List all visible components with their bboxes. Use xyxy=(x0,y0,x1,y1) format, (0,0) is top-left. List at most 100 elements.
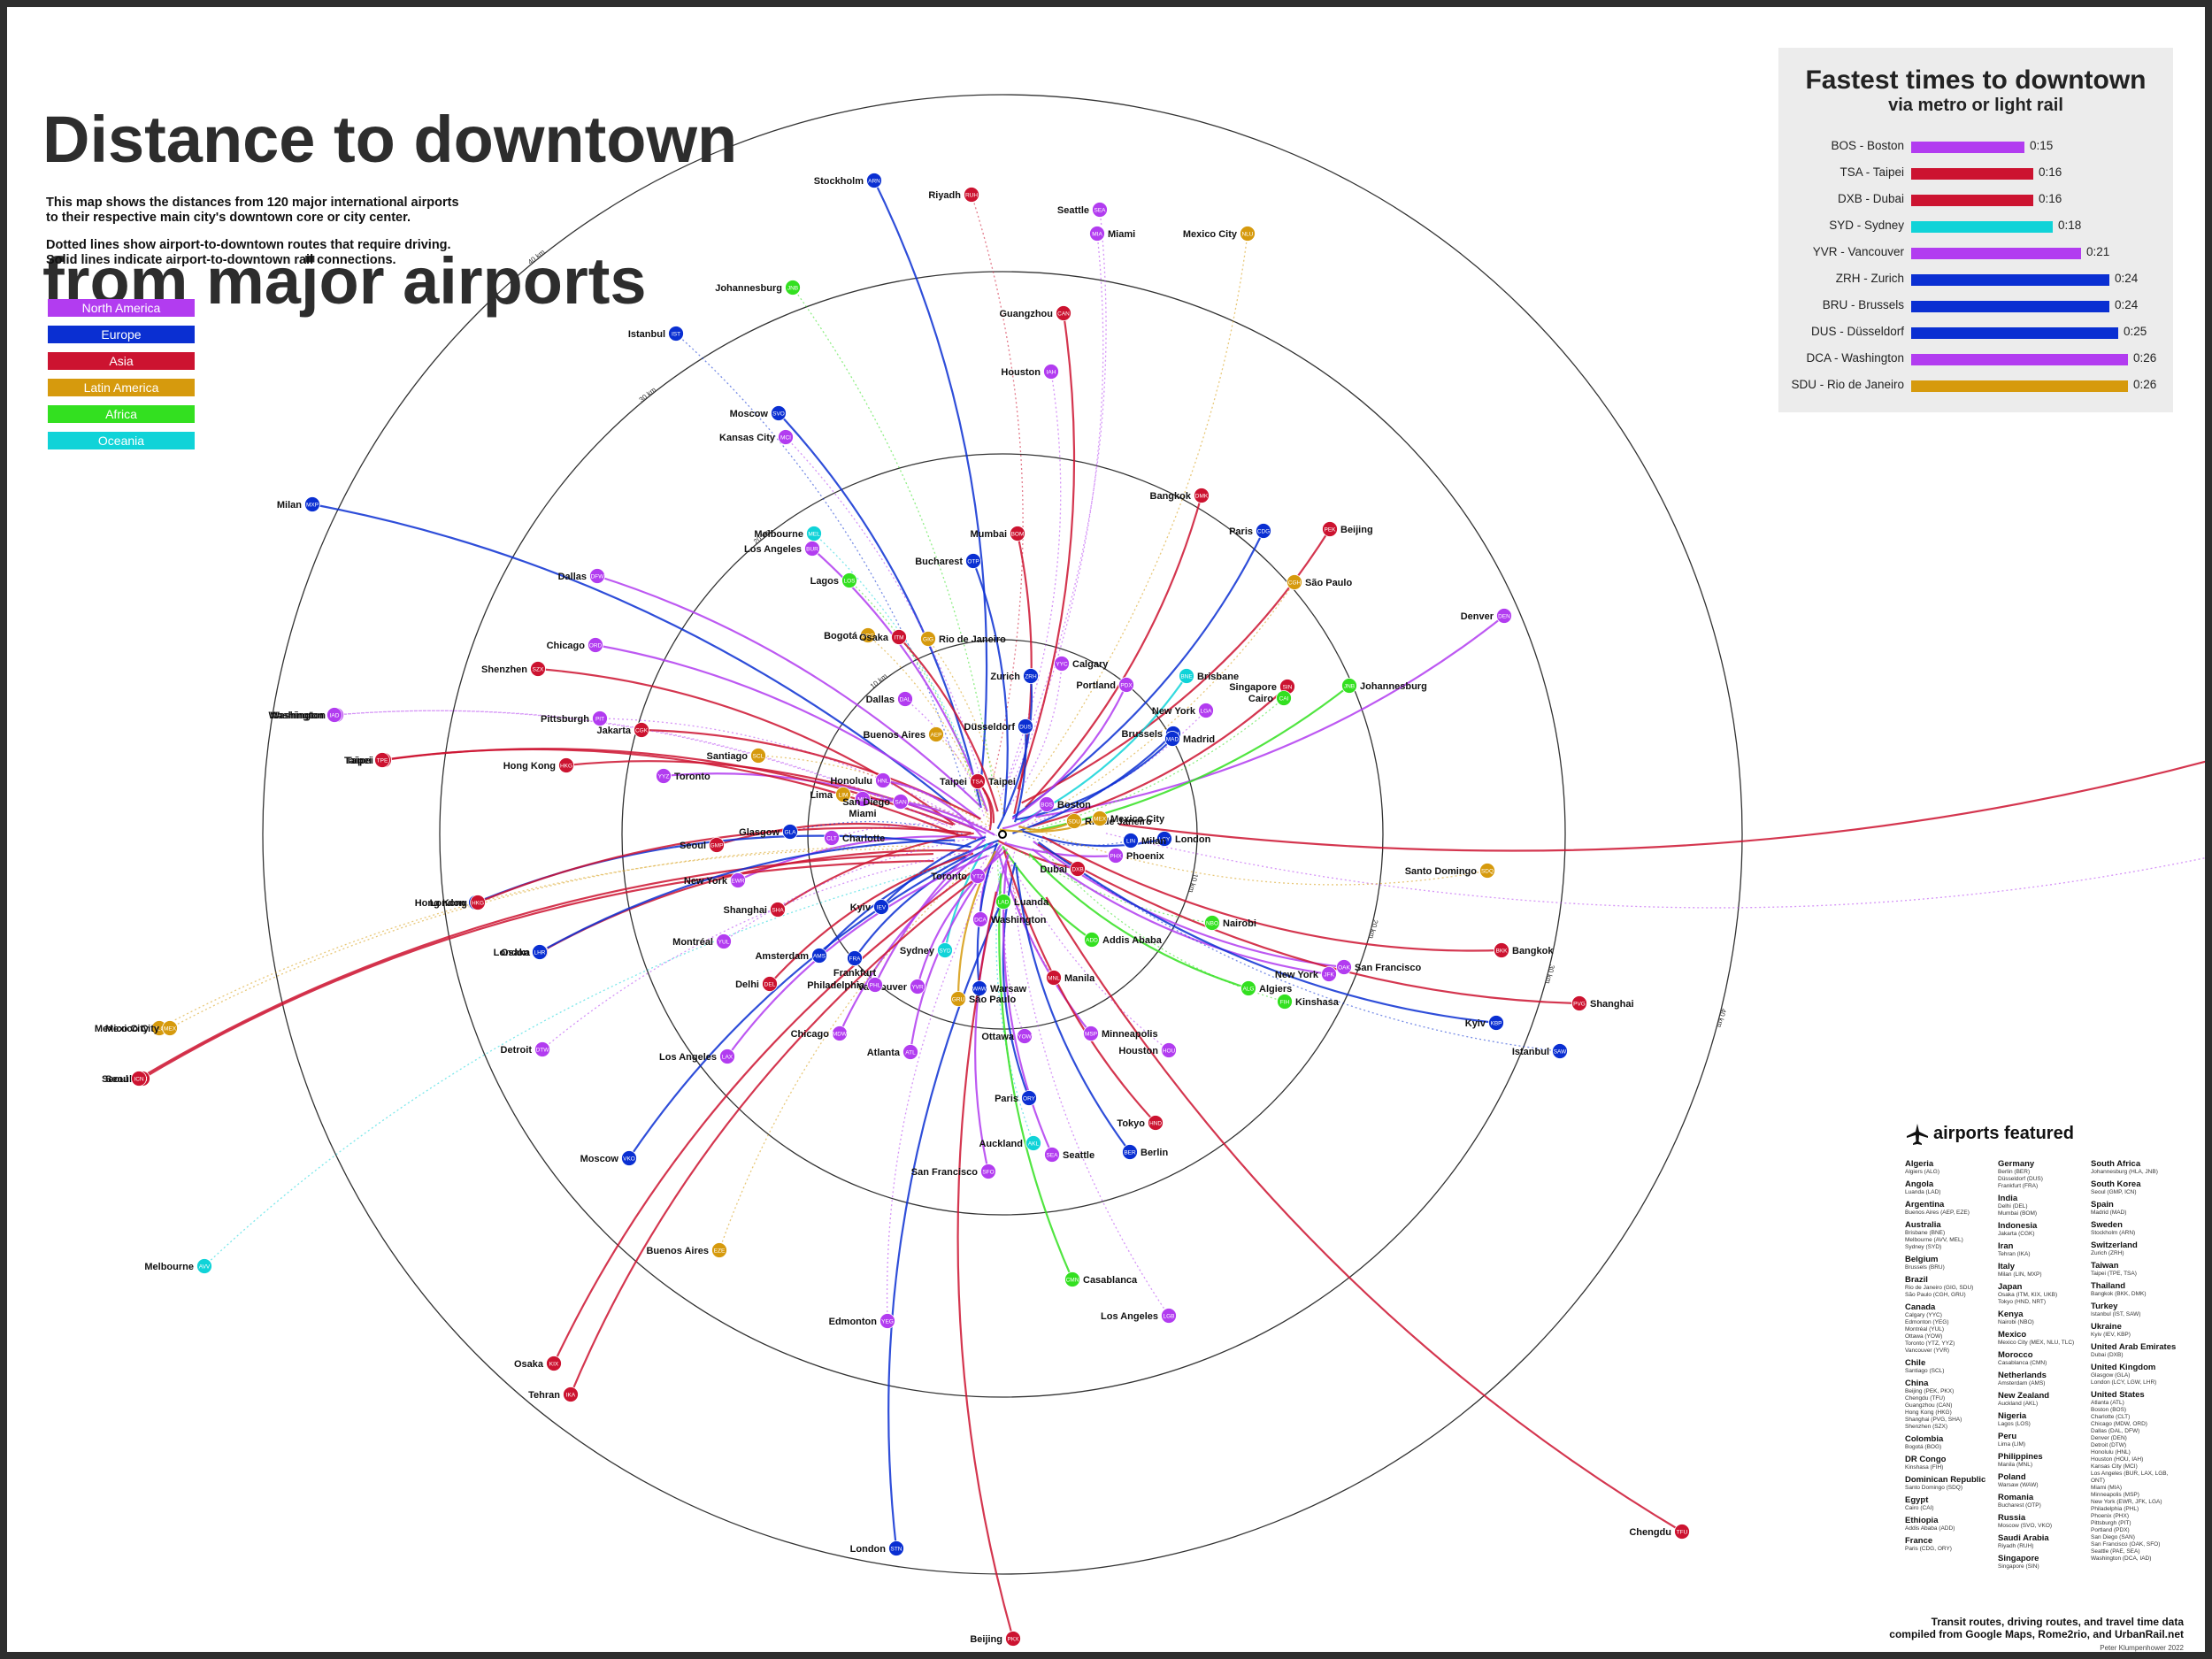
airport-city-label: Toronto xyxy=(931,872,967,882)
airport-code: MAD xyxy=(1166,736,1179,742)
airport-code: NBO xyxy=(1206,920,1218,926)
ring-label: 30 km xyxy=(1544,964,1556,985)
route-line xyxy=(849,580,980,811)
featured-airports: Riyadh (RUH) xyxy=(1998,1543,2034,1549)
airport-dot xyxy=(897,691,913,707)
airport-city-label: Philadelphia xyxy=(807,980,865,991)
route-line xyxy=(726,855,988,1057)
airport-code: IKA xyxy=(566,1392,576,1398)
airport-code: AMS xyxy=(813,953,826,959)
airport-city-label: New York xyxy=(1275,970,1319,980)
fastest-times-panel: Fastest times to downtown via metro or l… xyxy=(1778,48,2173,412)
featured-airports: Paris (CDG, ORY) xyxy=(1905,1546,1952,1552)
legend-europe: Europe xyxy=(48,326,195,343)
airport-city-label: Osaka xyxy=(501,948,531,958)
airport-marker: HKG Hong Kong xyxy=(415,895,486,910)
featured-country-block: Poland Warsaw (WAW) xyxy=(1998,1472,2091,1489)
airport-marker: PIT Pittsburgh xyxy=(541,710,608,726)
airport-dot xyxy=(1148,1115,1164,1131)
featured-airports: Bogotá (BOG) xyxy=(1905,1444,1942,1450)
airport-marker: DFW Dallas xyxy=(558,568,605,584)
airport-dot xyxy=(778,429,794,445)
airport-code: GIG xyxy=(923,636,933,642)
airport-city-label: Bangkok xyxy=(1512,946,1554,956)
route-line xyxy=(927,638,1004,816)
airport-dot xyxy=(1118,677,1134,693)
airport-code: YTZ xyxy=(972,873,983,879)
airport-city-label: Seoul xyxy=(105,1074,132,1085)
route-line xyxy=(880,835,987,908)
airport-city-label: Istanbul xyxy=(628,329,665,340)
airport-code: ICN xyxy=(134,1076,144,1082)
featured-airports: Santo Domingo (SDQ) xyxy=(1905,1485,1963,1491)
airport-dot xyxy=(1054,656,1070,672)
airport-city-label: Seattle xyxy=(1057,205,1089,216)
airport-code: MDW xyxy=(833,1031,848,1037)
featured-airports: Santiago (SCL) xyxy=(1905,1368,1945,1374)
airport-code: SVO xyxy=(772,411,785,417)
featured-country-block: Ukraine Kyiv (IEV, KBP) xyxy=(2091,1322,2184,1339)
airport-city-label: Santiago xyxy=(707,751,749,762)
fastest-bar xyxy=(1911,142,2024,153)
featured-country: Japan xyxy=(1998,1282,2023,1292)
airport-city-label: Düsseldorf xyxy=(964,722,1016,733)
airport-code: HNL xyxy=(877,778,888,784)
airport-city-label: Berlin xyxy=(1141,1148,1168,1158)
airport-dot xyxy=(668,326,684,342)
route-line xyxy=(716,822,977,847)
airport-code: SAW xyxy=(1554,1048,1567,1055)
featured-country-block: Mexico Mexico City (MEX, NLU, TLC) xyxy=(1998,1330,2091,1347)
featured-country-block: New Zealand Auckland (AKL) xyxy=(1998,1391,2091,1408)
airport-code: MEL xyxy=(808,531,820,537)
airport-code: DEL xyxy=(764,981,776,987)
airport-code: MIA xyxy=(1092,231,1102,237)
route-line xyxy=(1017,312,1076,790)
fastest-row: BRU - Brussels 0:24 xyxy=(1778,296,2173,317)
featured-country-block: Egypt Cairo (CAI) xyxy=(1905,1495,1998,1512)
route-line xyxy=(886,865,995,1322)
ring-20km xyxy=(621,453,1384,1216)
airport-city-label: Hong Kong xyxy=(503,761,556,772)
airport-marker: SZX Shenzhen xyxy=(481,661,546,677)
airport-dot xyxy=(1494,942,1509,958)
airport-city-label: Dallas xyxy=(558,572,587,582)
airport-code: TFU xyxy=(1677,1529,1688,1535)
airport-dot xyxy=(1017,1028,1033,1044)
route-line xyxy=(887,895,1006,1549)
data-credit: Transit routes, driving routes, and trav… xyxy=(1889,1616,2184,1640)
ring-40km xyxy=(262,94,1743,1575)
featured-country: Ukraine xyxy=(2091,1322,2122,1332)
featured-country-block: Chile Santiago (SCL) xyxy=(1905,1358,1998,1375)
airport-city-label: Los Angeles xyxy=(1101,1311,1158,1322)
airport-dot xyxy=(1044,1147,1060,1163)
airport-city-label: Mexico City xyxy=(1183,229,1238,240)
route-line xyxy=(311,503,952,806)
ring-label: 10 km xyxy=(1187,872,1199,894)
description-line-2: to their respective main city's downtown… xyxy=(46,211,411,225)
route-line xyxy=(874,838,987,986)
airport-dot xyxy=(470,895,486,910)
airport-marker: LGB Los Angeles xyxy=(1101,1308,1177,1324)
airport-dot xyxy=(1025,1135,1041,1151)
fastest-airport-label: BRU - Brussels xyxy=(1822,298,1904,311)
route-line xyxy=(1041,835,1502,952)
airport-dot xyxy=(1083,1025,1099,1041)
airport-code: ALG xyxy=(1242,986,1254,992)
airport-city-label: Moscow xyxy=(580,1154,619,1164)
route-line xyxy=(1003,841,1117,857)
featured-country: Angola xyxy=(1905,1179,1934,1189)
featured-airports: Luanda (LAD) xyxy=(1905,1189,1941,1195)
featured-column: South Africa Johannesburg (HLA, JNB) South… xyxy=(2091,1159,2184,1566)
airport-city-label: Taipei xyxy=(346,756,373,766)
fastest-row: DXB - Dubai 0:16 xyxy=(1778,189,2173,211)
fastest-bar xyxy=(1911,354,2128,365)
airport-dot xyxy=(162,1020,178,1036)
featured-country: Colombia xyxy=(1905,1434,1944,1444)
airport-city-label: Washington xyxy=(268,710,324,721)
airport-code: SDU xyxy=(1068,818,1080,825)
featured-airports: Amsterdam (AMS) xyxy=(1998,1380,2046,1386)
airport-marker: NBO Nairobi xyxy=(1204,915,1256,931)
airport-marker: YYZ Toronto xyxy=(656,768,710,784)
